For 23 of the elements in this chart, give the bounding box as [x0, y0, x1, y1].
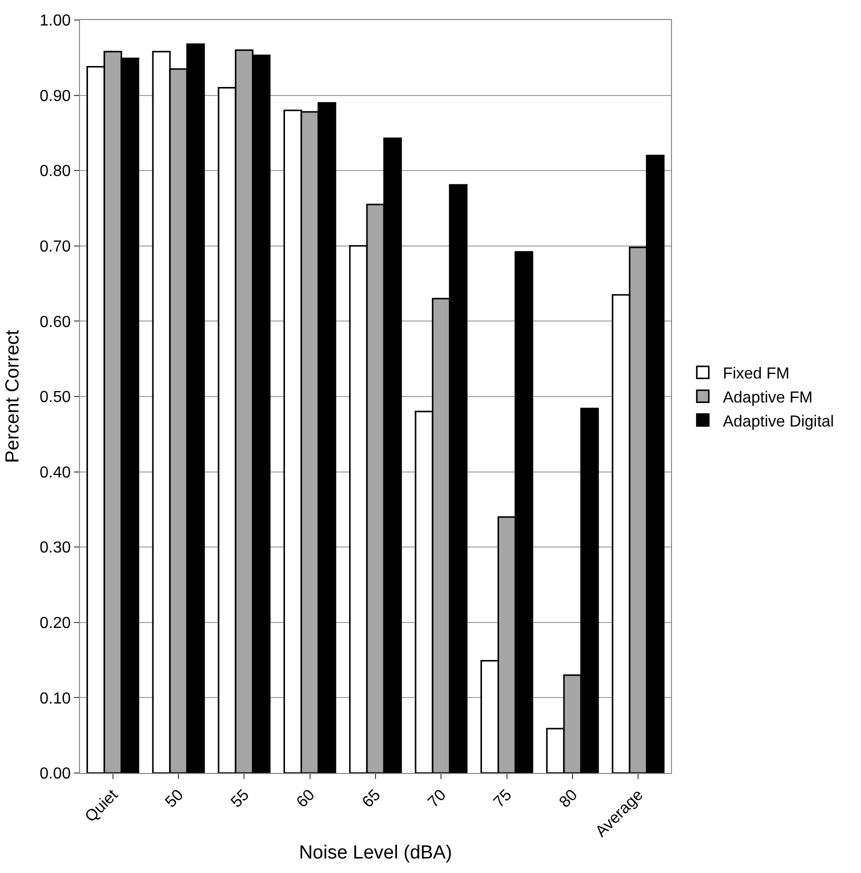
legend-label: Adaptive FM	[722, 389, 813, 406]
y-tick-label: 0.90	[40, 88, 71, 105]
y-tick-label: 0.50	[40, 389, 71, 406]
x-tick-label: 50	[162, 786, 188, 812]
y-tick-label: 0.60	[40, 314, 71, 331]
y-tick-label: 0.20	[40, 615, 71, 632]
x-tick-label: 55	[228, 786, 253, 812]
y-tick-label: 1.00	[40, 12, 71, 30]
legend-label: Adaptive Digital	[722, 413, 834, 430]
x-tick-label: 70	[425, 786, 450, 812]
legend-label: Fixed FM	[722, 366, 790, 383]
x-tick-label: 60	[294, 786, 318, 812]
y-tick-label: 0.30	[40, 540, 71, 557]
y-axis-title: Percent Correct	[2, 329, 24, 464]
y-tick-label: 0.40	[40, 464, 71, 482]
y-tick-label: 0.00	[40, 766, 71, 783]
x-axis-title: Noise Level (dBA)	[298, 842, 452, 864]
y-tick-label: 0.70	[40, 238, 71, 256]
y-tick-label: 0.80	[40, 163, 71, 180]
x-tick-label: 75	[490, 786, 516, 812]
x-tick-label: 80	[556, 786, 582, 812]
y-tick-label: 0.10	[40, 690, 71, 708]
x-tick-label: 65	[359, 786, 384, 812]
